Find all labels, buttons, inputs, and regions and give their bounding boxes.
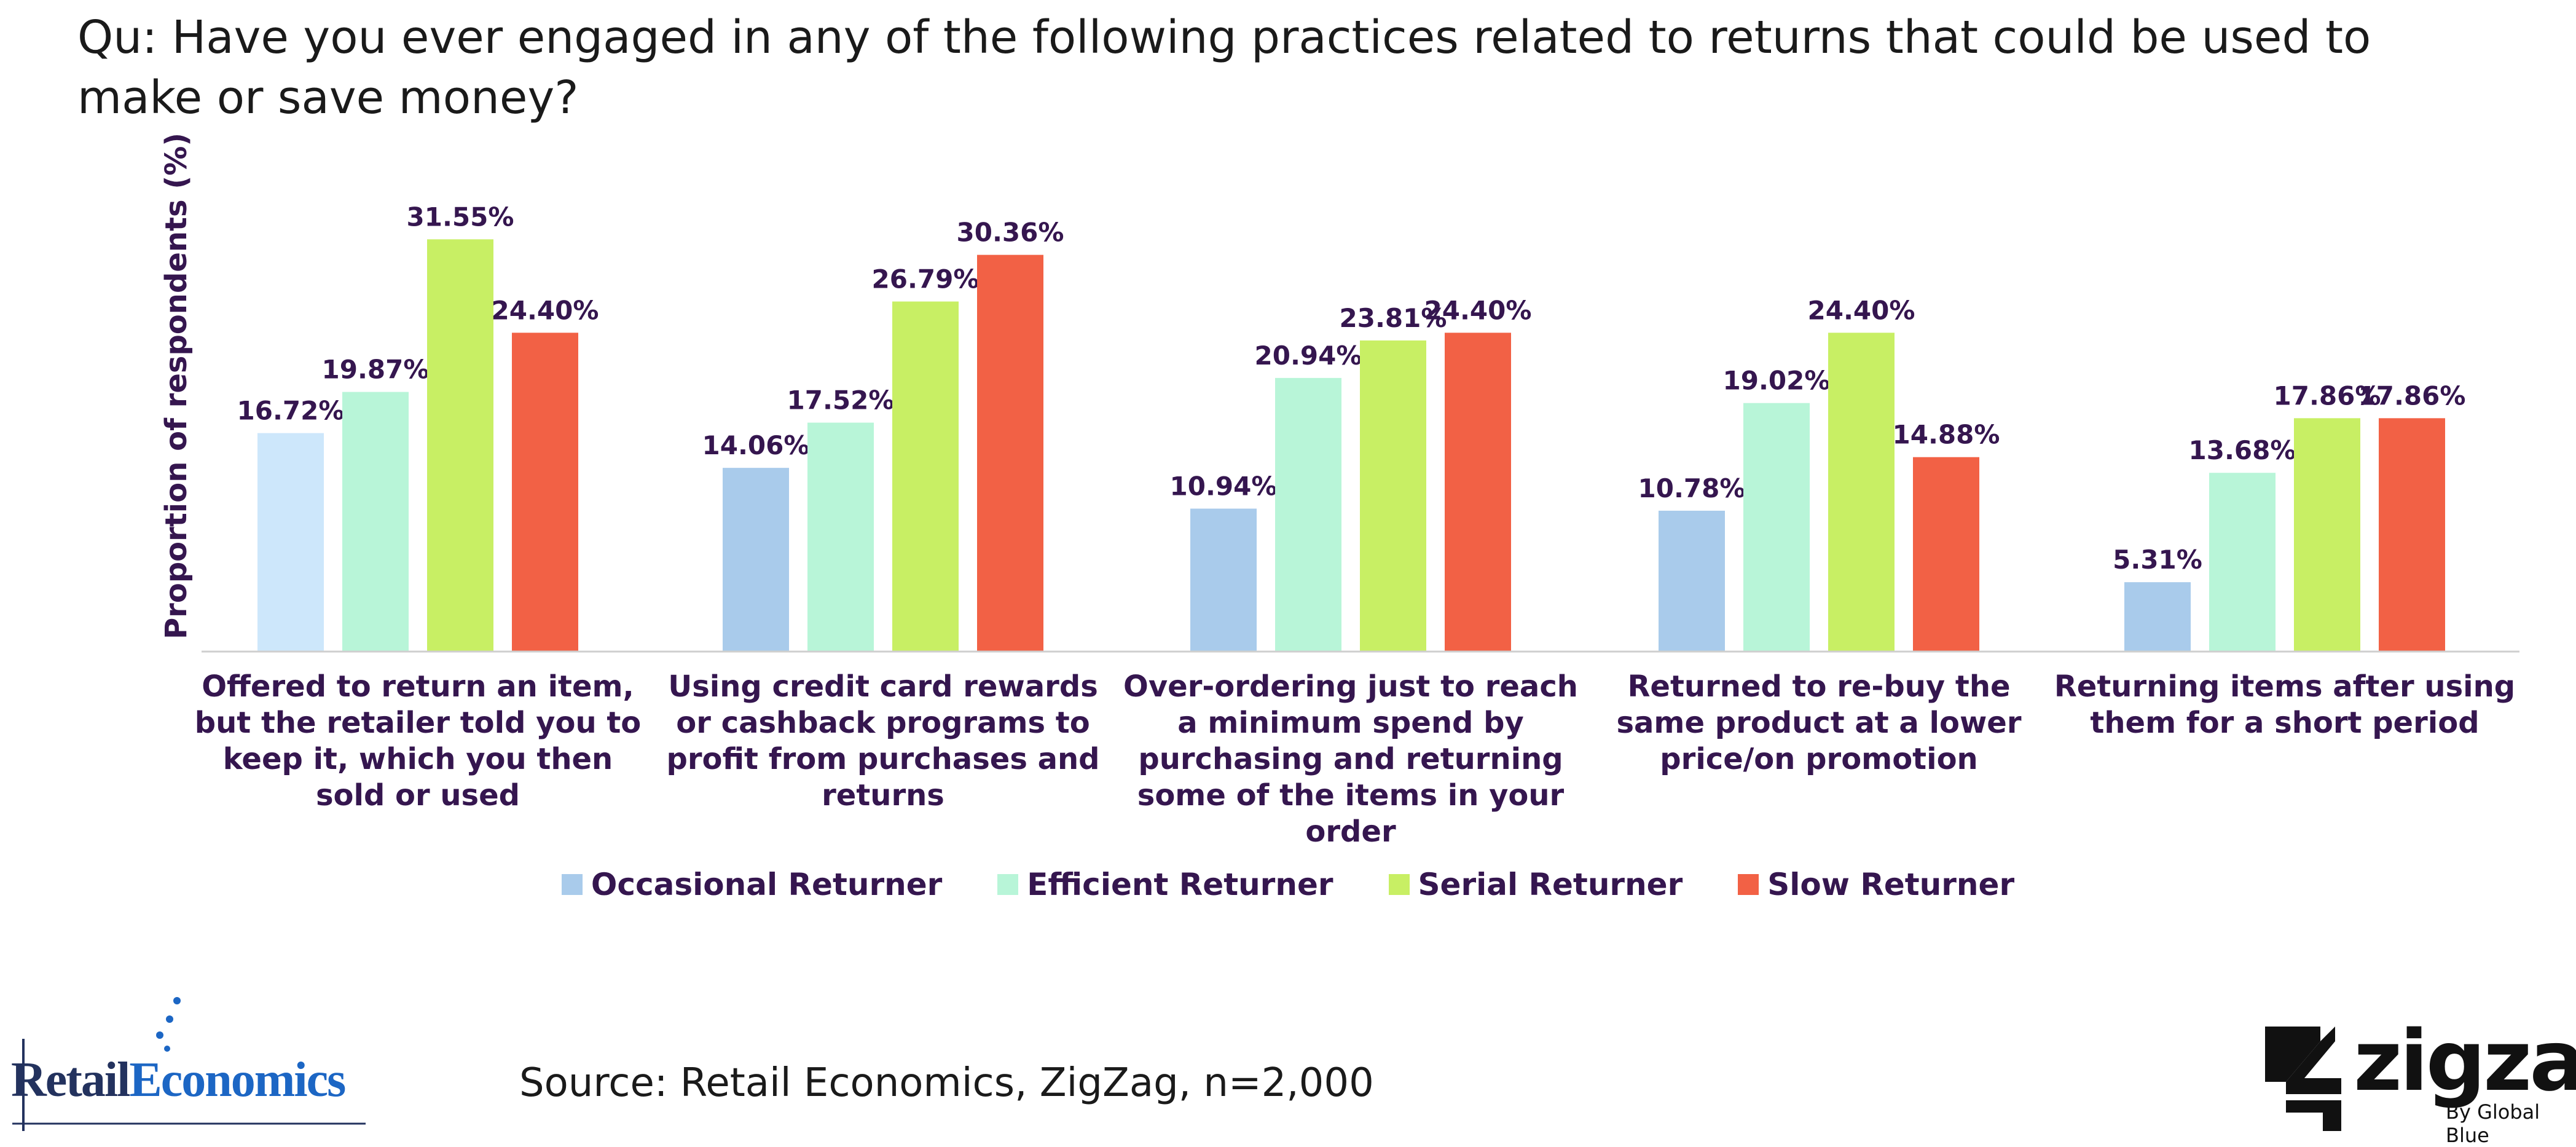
bar-2-occasional-returner	[723, 468, 789, 652]
data-label: 5.31%	[2113, 545, 2202, 575]
bar-3-efficient-returner	[1275, 377, 1341, 652]
category-label: Using credit card rewards or cashback pr…	[666, 669, 1100, 813]
zigzag-logo: zigzag	[2354, 1013, 2576, 1110]
legend-label: Occasional Returner	[591, 867, 943, 902]
source-note: Source: Retail Economics, ZigZag, n=2,00…	[519, 1060, 1374, 1106]
data-label: 13.68%	[2189, 435, 2296, 465]
y-axis-label: Proportion of respondents (%)	[159, 133, 194, 639]
bar-4-efficient-returner	[1743, 403, 1810, 652]
legend-item-slow-returner: Slow Returner	[1738, 867, 2014, 902]
data-label: 31.55%	[407, 202, 514, 232]
bar-1-efficient-returner	[342, 392, 409, 652]
category-label: Returning items after using them for a s…	[2054, 669, 2516, 740]
bar-5-occasional-returner	[2124, 582, 2191, 652]
data-label: 17.86%	[2358, 380, 2466, 411]
bar-5-serial-returner	[2294, 418, 2360, 652]
bars-group: 16.72% 19.87% 31.55% 24.40% 14.06% 17.52% 26.7…	[237, 202, 2466, 652]
data-label: 10.94%	[1170, 471, 1278, 501]
bar-3-serial-returner	[1360, 340, 1426, 652]
data-label: 17.86%	[2274, 380, 2381, 411]
legend-label: Serial Returner	[1418, 867, 1683, 902]
retail-economics-dots-icon	[12, 997, 366, 1131]
bar-1-occasional-returner	[257, 433, 324, 652]
bar-4-occasional-returner	[1659, 510, 1725, 652]
data-label: 30.36%	[957, 218, 1064, 248]
data-label: 19.02%	[1723, 366, 1831, 396]
data-label: 24.40%	[1808, 295, 1915, 325]
legend-item-occasional-returner: Occasional Returner	[561, 867, 943, 902]
data-label: 24.40%	[492, 295, 599, 325]
data-label: 20.94%	[1255, 341, 1362, 371]
bar-2-slow-returner	[977, 254, 1043, 652]
legend-swatch	[561, 874, 583, 895]
zigzag-mark-icon	[2265, 1027, 2341, 1131]
category-label: Returned to re-buy the same product at a…	[1616, 669, 2022, 776]
legend-label: Slow Returner	[1767, 867, 2015, 902]
retail-economics-logo-part2: Economics	[129, 1053, 346, 1107]
category-label: Over-ordering just to reach a minimum sp…	[1123, 669, 1578, 849]
legend-swatch	[997, 874, 1019, 895]
bar-4-serial-returner	[1828, 333, 1895, 652]
data-label: 23.81%	[1340, 303, 1447, 333]
legend-swatch	[1738, 874, 1759, 895]
bar-4-slow-returner	[1913, 457, 1979, 652]
bar-5-efficient-returner	[2209, 473, 2276, 652]
legend-item-serial-returner: Serial Returner	[1388, 867, 1683, 902]
data-label: 19.87%	[322, 355, 430, 385]
bar-2-serial-returner	[892, 301, 959, 652]
bar-chart: Proportion of respondents (%) 16.72% 19.8…	[159, 133, 2519, 653]
category-label: Offered to return an item, but the retai…	[194, 669, 642, 813]
data-label: 26.79%	[872, 264, 980, 294]
data-label: 24.40%	[1424, 295, 1532, 325]
legend-swatch	[1388, 874, 1410, 895]
retail-economics-logo: RetailEconomics	[11, 1052, 346, 1108]
legend-item-efficient-returner: Efficient Returner	[997, 867, 1333, 902]
bar-2-efficient-returner	[807, 422, 874, 652]
bar-1-serial-returner	[427, 239, 493, 652]
retail-economics-logo-part1: Retail	[11, 1053, 130, 1107]
legend: Occasional Returner Efficient Returner Ser…	[0, 867, 2576, 902]
legend-label: Efficient Returner	[1027, 867, 1333, 902]
page-title: Qu: Have you ever engaged in any of the …	[77, 11, 2371, 124]
data-label: 16.72%	[237, 396, 345, 426]
zigzag-tagline: By Global Blue	[2446, 1100, 2540, 1147]
bar-5-slow-returner	[2379, 418, 2445, 652]
bar-1-slow-returner	[512, 333, 578, 652]
data-label: 10.78%	[1638, 473, 1746, 503]
data-label: 14.06%	[702, 430, 810, 460]
data-label: 14.88%	[1893, 420, 2000, 450]
bar-3-occasional-returner	[1190, 508, 1257, 652]
data-label: 17.52%	[787, 385, 895, 416]
bar-3-slow-returner	[1445, 333, 1511, 652]
